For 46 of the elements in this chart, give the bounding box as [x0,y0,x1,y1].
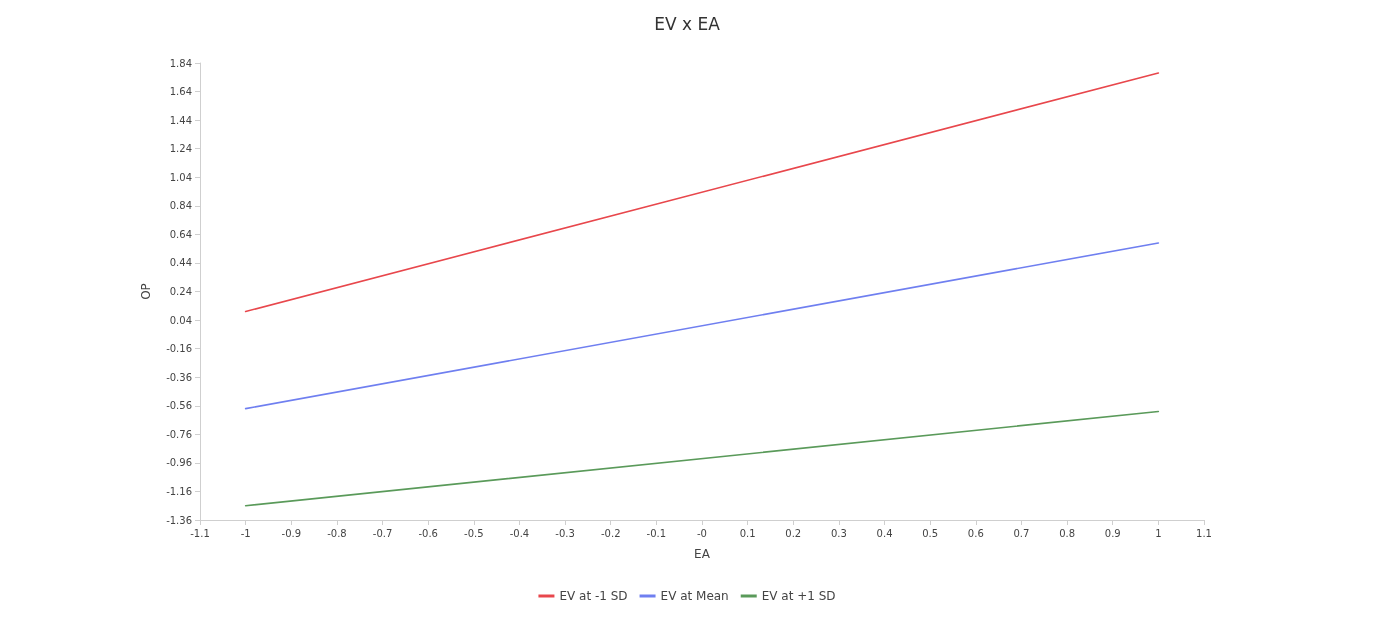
x-tick-label: 0.7 [1013,527,1030,539]
x-tick-label: -0.6 [418,527,438,539]
x-tick-label: -0.2 [600,527,621,539]
x-tick-label: -1.1 [190,527,210,539]
x-tick-label: 0.8 [1059,527,1076,539]
x-tick-label: 1 [1155,527,1162,539]
x-tick-label: -0.5 [464,527,484,539]
y-tick-label: 1.64 [169,86,192,98]
y-tick-label: -0.16 [166,343,192,355]
y-tick-label: 1.24 [169,143,192,155]
legend-label: EV at -1 SD [559,589,628,603]
x-tick-label: 0.1 [739,527,756,539]
y-tick-label: -0.36 [166,371,192,383]
x-tick-label: 0.3 [830,527,847,539]
y-tick-label: 0.64 [169,228,192,240]
y-tick-label: 0.84 [169,200,192,212]
y-tick-label: -0.56 [166,400,192,412]
y-tick-label: -0.96 [166,457,192,469]
x-tick-label: 1.1 [1196,527,1212,539]
x-tick-label: -1 [240,527,251,539]
x-tick-label: -0.1 [646,527,667,539]
x-tick-label: -0.4 [509,527,530,539]
y-tick-label: 0.24 [169,286,192,297]
x-tick-label: 0.4 [876,527,893,539]
y-tick-label: 0.04 [169,314,192,326]
x-axis-title: EA [694,547,711,561]
y-axis-title: OP [139,283,153,300]
y-tick-label: -1.16 [166,485,192,497]
y-tick-label: -1.36 [166,514,192,526]
x-tick-label: 0.6 [967,527,984,539]
x-tick-label: -0.3 [555,527,575,539]
x-tick-label: -0.7 [372,527,393,539]
chart-title: EV x EA [654,13,721,34]
x-tick-label: -0.8 [327,527,347,539]
y-tick-label: -0.76 [166,428,192,440]
y-tick-label: 1.84 [169,57,192,69]
x-tick-label: 0.9 [1104,527,1121,539]
x-tick-label: 0.2 [785,527,802,539]
x-tick-label: -0.9 [281,527,302,539]
legend-label: EV at Mean [660,589,729,603]
legend-label: EV at +1 SD [761,589,836,603]
x-tick-label: -0 [697,527,707,539]
y-tick-label: 0.44 [169,257,192,269]
y-tick-label: 1.44 [169,114,192,126]
x-tick-label: 0.5 [922,527,939,539]
y-tick-label: 1.04 [169,171,192,183]
